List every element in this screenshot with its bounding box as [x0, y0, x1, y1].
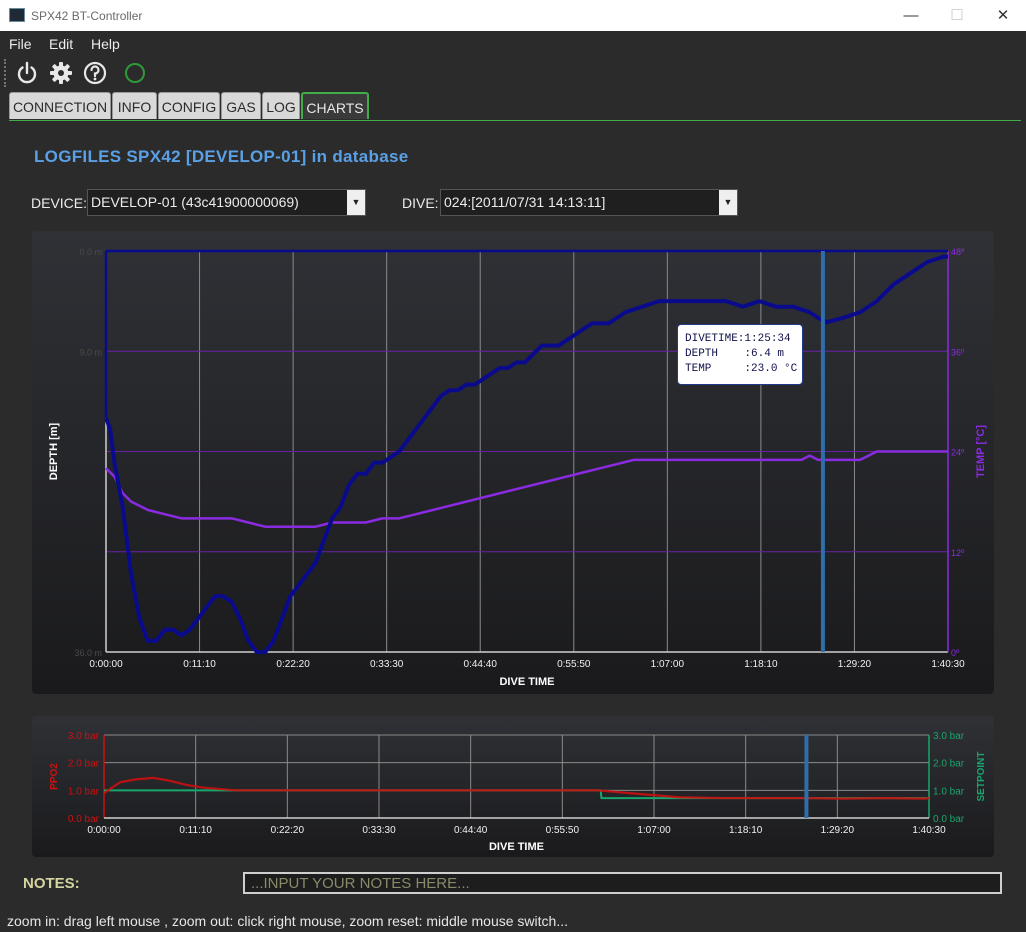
- tab-log[interactable]: LOG: [262, 92, 300, 119]
- status-bar: zoom in: drag left mouse , zoom out: cli…: [7, 913, 568, 929]
- x-tick-label: 1:07:00: [651, 659, 685, 670]
- maximize-button[interactable]: ☐: [950, 7, 964, 24]
- temp-tick-label: 24º: [951, 448, 965, 458]
- setpoint-tick-label: 2.0 bar: [933, 759, 965, 770]
- ppo2-tick-label: 1.0 bar: [68, 786, 100, 797]
- close-button[interactable]: ✕: [996, 7, 1010, 24]
- x-tick-label: 1:29:20: [821, 825, 855, 836]
- temperature-series-line: [105, 450, 948, 528]
- depth-tick-label: 0.0 m: [79, 247, 102, 257]
- device-select-value: DEVELOP-01 (43c41900000069): [91, 194, 299, 210]
- tooltip-divetime: DIVETIME:1:25:34: [685, 333, 791, 345]
- x-tick-label: 1:18:10: [744, 659, 778, 670]
- title-bar: SPX42 BT-Controller — ☐ ✕: [0, 0, 1026, 31]
- tab-charts[interactable]: CHARTS: [301, 92, 369, 119]
- x-tick-label: 0:44:40: [454, 825, 488, 836]
- menu-bar: File Edit Help: [0, 31, 1026, 55]
- window-title: SPX42 BT-Controller: [31, 9, 143, 23]
- x-tick-label: 1:40:30: [912, 825, 946, 836]
- x-axis-label: DIVE TIME: [489, 841, 544, 853]
- tab-config[interactable]: CONFIG: [158, 92, 220, 119]
- gear-icon[interactable]: [48, 60, 74, 86]
- temp-tick-label: 48º: [951, 247, 965, 257]
- depth-axis-label: DEPTH [m]: [48, 422, 60, 480]
- x-tick-label: 0:22:20: [271, 825, 305, 836]
- dive-label: DIVE:: [402, 195, 439, 211]
- notes-label: NOTES:: [23, 875, 80, 892]
- minimize-button[interactable]: —: [903, 7, 919, 24]
- ppo2-tick-label: 2.0 bar: [68, 759, 100, 770]
- x-axis-label: DIVE TIME: [499, 676, 554, 688]
- x-tick-label: 1:40:30: [931, 659, 965, 670]
- toolbar-grip[interactable]: [4, 59, 8, 87]
- page-title: LOGFILES SPX42 [DEVELOP-01] in database: [34, 147, 409, 166]
- chevron-down-icon[interactable]: ▼: [347, 190, 365, 215]
- app-icon: [9, 8, 25, 22]
- help-icon[interactable]: [82, 60, 108, 86]
- ppo2-tick-label: 0.0 bar: [68, 814, 100, 825]
- connection-status-icon: [125, 63, 145, 83]
- x-tick-label: 1:18:10: [729, 825, 763, 836]
- device-label: DEVICE:: [31, 195, 88, 211]
- x-tick-label: 0:11:10: [179, 825, 212, 836]
- ppo2-series-line: [103, 776, 930, 800]
- x-tick-label: 0:00:00: [87, 825, 121, 836]
- menu-file[interactable]: File: [9, 36, 32, 52]
- temp-tick-label: 12º: [951, 548, 965, 558]
- setpoint-axis-label: SETPOINT: [976, 751, 987, 801]
- x-tick-label: 0:33:30: [362, 825, 396, 836]
- toolbar: [0, 57, 1026, 89]
- menu-edit[interactable]: Edit: [49, 36, 74, 52]
- ppo2-tick-label: 3.0 bar: [68, 731, 100, 742]
- x-tick-label: 0:55:50: [546, 825, 580, 836]
- temp-tick-label: 0º: [951, 648, 960, 658]
- tooltip-depth: DEPTH :6.4 m: [685, 348, 785, 360]
- temp-tick-label: 36º: [951, 347, 965, 357]
- dive-select[interactable]: 024:[2011/07/31 14:13:11] ▼: [440, 189, 738, 216]
- depth-series-line: [104, 254, 948, 654]
- setpoint-tick-label: 3.0 bar: [933, 731, 965, 742]
- x-tick-label: 1:07:00: [637, 825, 671, 836]
- depth-tick-label: 9.0 m: [79, 347, 102, 357]
- chevron-down-icon[interactable]: ▼: [719, 190, 737, 215]
- setpoint-tick-label: 0.0 bar: [933, 814, 965, 825]
- dive-select-value: 024:[2011/07/31 14:13:11]: [444, 194, 606, 210]
- tooltip-temp: TEMP :23.0 °C: [685, 363, 798, 375]
- menu-help[interactable]: Help: [91, 36, 120, 52]
- tab-divider: [9, 120, 1021, 121]
- tab-info[interactable]: INFO: [112, 92, 157, 119]
- tab-connection[interactable]: CONNECTION: [9, 92, 111, 119]
- setpoint-tick-label: 1.0 bar: [933, 786, 965, 797]
- chart-tooltip: DIVETIME:1:25:34 DEPTH :6.4 m TEMP :23.0…: [677, 324, 803, 385]
- temp-axis-label: TEMP [°C]: [975, 425, 987, 478]
- ppo2-setpoint-chart[interactable]: 0:00:00 0:11:10 0:22:20 0:33:30 0:44:40 0:55:…: [32, 716, 994, 857]
- depth-temp-chart[interactable]: 0:00:00 0:11:10 0:22:20 0:33:30 0:44:40 0:55:…: [32, 231, 994, 694]
- tab-gas[interactable]: GAS: [221, 92, 261, 119]
- power-icon[interactable]: [14, 60, 40, 86]
- x-tick-label: 1:29:20: [838, 659, 872, 670]
- x-tick-label: 0:33:30: [370, 659, 404, 670]
- ppo2-axis-label: PPO2: [49, 763, 60, 790]
- x-tick-label: 0:55:50: [557, 659, 591, 670]
- notes-input[interactable]: [243, 872, 1002, 894]
- depth-temp-chart-panel[interactable]: [32, 231, 994, 694]
- device-select[interactable]: DEVELOP-01 (43c41900000069) ▼: [87, 189, 366, 216]
- x-tick-label: 0:11:10: [183, 659, 216, 670]
- depth-tick-label: 36.0 m: [74, 648, 102, 658]
- x-tick-label: 0:44:40: [464, 659, 498, 670]
- x-tick-label: 0:22:20: [276, 659, 310, 670]
- x-tick-label: 0:00:00: [89, 659, 123, 670]
